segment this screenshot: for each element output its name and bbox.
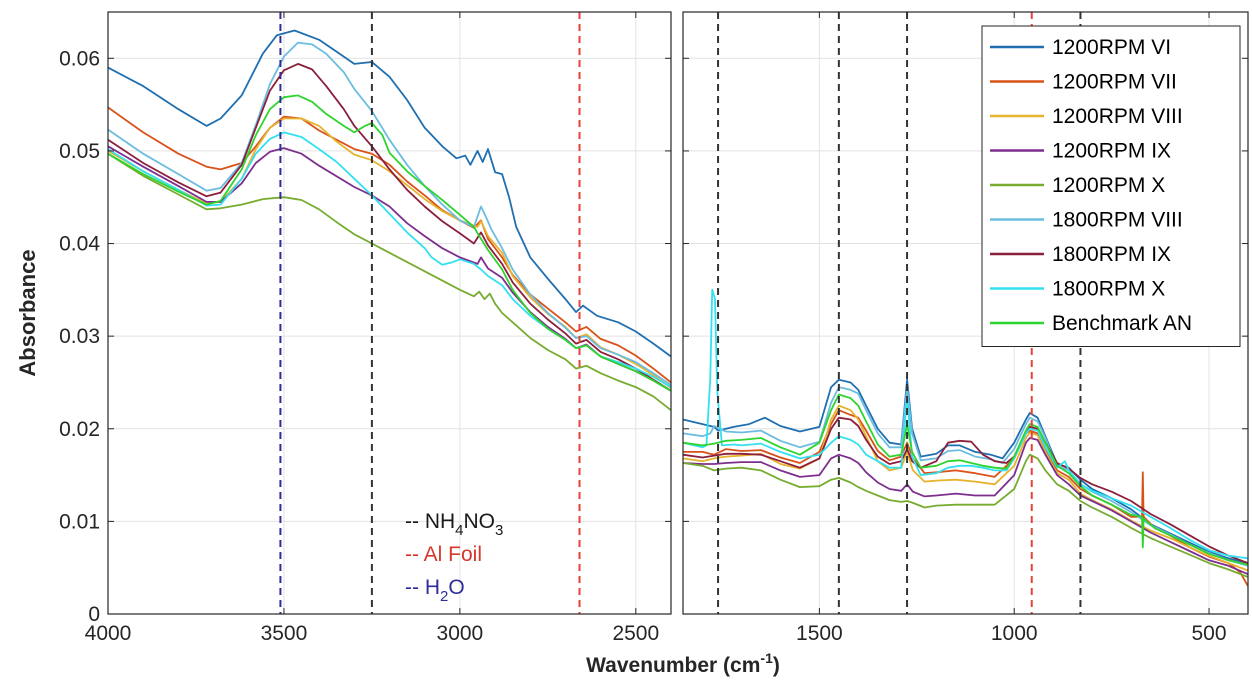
reference-key-sub: 4 [455,522,463,539]
legend-label: 1200RPM VI [1052,36,1171,59]
reference-key-entry: -- NH4NO3 [405,510,503,539]
reference-key-text: H [425,576,440,599]
plot-frame [682,11,1249,615]
reference-key-sub: 3 [495,522,503,539]
series-line-benchmark-an [107,94,672,392]
x-tick-label: 3500 [261,622,308,645]
legend-label: 1200RPM IX [1052,140,1171,163]
legend-label: 1200RPM VIII [1052,105,1183,128]
x-tick-label: 4000 [85,622,132,645]
x-axis-label-end: ) [773,654,780,677]
legend-label: 1200RPM X [1052,174,1165,197]
series-line-1200rpm-x [107,152,672,411]
x-tick-label: 1000 [991,622,1038,645]
x-tick-label: 1500 [796,622,843,645]
reference-key-text: NO [464,510,496,533]
series-line-1200rpm-vii [683,409,1249,587]
legend-label: 1800RPM IX [1052,243,1171,266]
x-tick-label: 3000 [437,622,484,645]
y-tick-label: 0.01 [59,510,100,533]
legend-label: 1800RPM VIII [1052,209,1183,232]
reference-key-dash: -- [405,510,425,533]
y-axis-label: Absorbance [15,249,40,376]
series-line-1200rpm-x [682,453,1249,578]
y-tick-label: 0.04 [59,233,100,256]
series-line-1800rpm-x [682,288,1249,560]
series-line-1200rpm-vi [107,29,672,358]
y-tick-label: 0.02 [59,418,100,441]
x-axis-label: Wavenumber (cm-1) [586,650,780,677]
y-tick-label: 0 [88,603,100,626]
x-tick-label: 2500 [612,622,659,645]
reference-key-text: O [448,576,464,599]
plot-frame [107,11,672,615]
left-panel: 4000 3500 3000 2500 0 0.01 0.02 0.03 0.04 0.05 0.0… [59,11,672,645]
reference-key-entry: -- Al Foil [405,543,482,566]
reference-line-key: -- NH4NO3-- Al Foil-- H2O [405,510,503,605]
y-tick-label: 0.05 [59,140,100,163]
reference-key-sub: 2 [440,588,448,605]
series-line-1200rpm-ix [682,437,1249,576]
series-line-1200rpm-viii [107,117,672,389]
reference-key-dash: -- [405,576,425,599]
legend: 1200RPM VI 1200RPM VII 1200RPM VIII 1200RPM… [981,25,1241,347]
reference-key-text: NH [425,510,455,533]
x-axis-label-main: Wavenumber (cm [586,654,760,677]
y-tick-label: 0.03 [59,325,100,348]
reference-key-entry: -- H2O [405,576,465,605]
x-axis-label-sup: -1 [760,650,773,666]
x-tick-label: 500 [1192,622,1227,645]
y-tick-label: 0.06 [59,47,100,70]
series-line-1800rpm-viii [107,41,672,386]
legend-label: Benchmark AN [1052,312,1192,335]
reference-key-text: Al Foil [424,543,482,566]
reference-key-dash: -- [405,543,424,566]
series-line-benchmark-an [682,393,1249,566]
legend-label: 1800RPM X [1052,278,1165,301]
series-line-1800rpm-ix [682,416,1249,564]
legend-label: 1200RPM VII [1052,71,1177,94]
series-line-1800rpm-viii [682,386,1249,567]
